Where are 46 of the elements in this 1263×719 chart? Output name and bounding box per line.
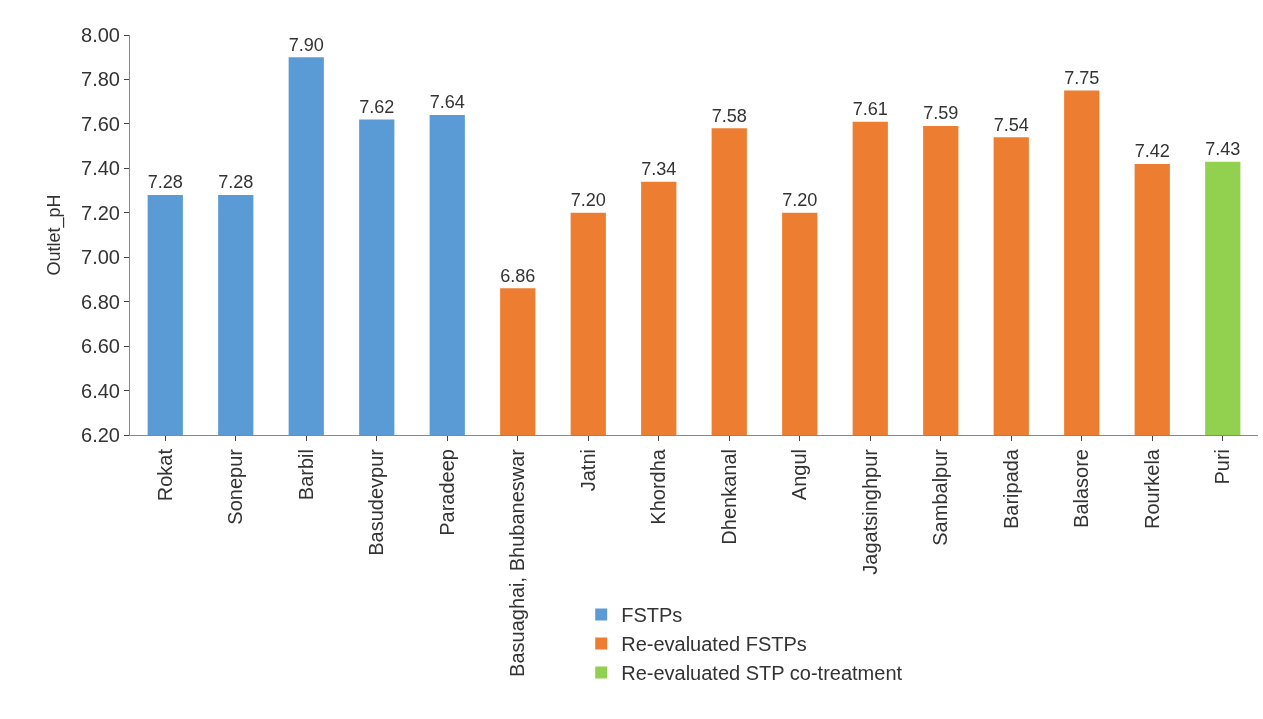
data-label: 7.20: [570, 190, 606, 211]
data-label: 7.28: [147, 172, 183, 193]
x-tick-label: Sambalpur: [929, 448, 952, 546]
y-tick-label: 7.80: [81, 68, 120, 91]
data-label: 7.42: [1134, 141, 1170, 162]
data-label: 7.75: [1064, 67, 1100, 88]
y-tick-label: 6.80: [81, 290, 120, 313]
data-label: 7.54: [993, 114, 1029, 135]
y-tick-label: 7.40: [81, 157, 120, 180]
data-label: 7.58: [711, 105, 747, 126]
data-label: 7.59: [923, 103, 959, 124]
x-tick-label: Barbil: [294, 449, 317, 501]
x-tick-label: Baripada: [999, 448, 1022, 530]
y-tick-label: 6.20: [81, 424, 120, 446]
x-tick-label: Basuaghai, Bhubaneswar: [506, 448, 529, 677]
x-tick-label: Balasore: [1070, 449, 1093, 528]
data-label: 7.90: [288, 34, 324, 55]
data-label: 7.20: [782, 190, 818, 211]
data-label: 7.28: [218, 172, 254, 193]
x-tick-label: Angul: [788, 449, 811, 501]
y-tick-label: 6.60: [81, 335, 120, 358]
legend-label: Re-evaluated STP co-treatment: [621, 662, 903, 685]
x-tick-label: Jagatsinghpur: [858, 448, 881, 575]
x-tick-label: Jatni: [576, 449, 599, 492]
x-tick-label: Sonepur: [224, 448, 247, 525]
data-label: 6.86: [500, 265, 536, 286]
y-tick-label: 7.00: [81, 246, 120, 269]
y-axis-title: Outlet_pH: [44, 194, 66, 276]
x-tick-label: Basudevpur: [365, 448, 388, 556]
data-label: 7.64: [429, 92, 465, 113]
x-tick-label: Khordha: [647, 448, 670, 525]
x-tick-label: Dhenkanal: [717, 449, 740, 545]
data-label: 7.34: [641, 159, 677, 180]
x-tick-label: Rourkela: [1140, 448, 1163, 530]
legend-label: Re-evaluated FSTPs: [621, 633, 807, 656]
data-label: 7.43: [1205, 139, 1241, 160]
y-tick-label: 7.20: [81, 201, 120, 224]
legend-label: FSTPs: [621, 604, 683, 627]
y-tick-label: 7.60: [81, 112, 120, 135]
y-tick-label: 8.00: [81, 24, 120, 46]
data-label: 7.61: [852, 99, 888, 120]
y-tick-label: 6.40: [81, 379, 120, 402]
x-tick-label: Rokat: [153, 448, 176, 502]
data-label: 7.62: [359, 96, 395, 117]
x-tick-label: Puri: [1211, 449, 1234, 485]
x-tick-label: Paradeep: [435, 449, 458, 536]
